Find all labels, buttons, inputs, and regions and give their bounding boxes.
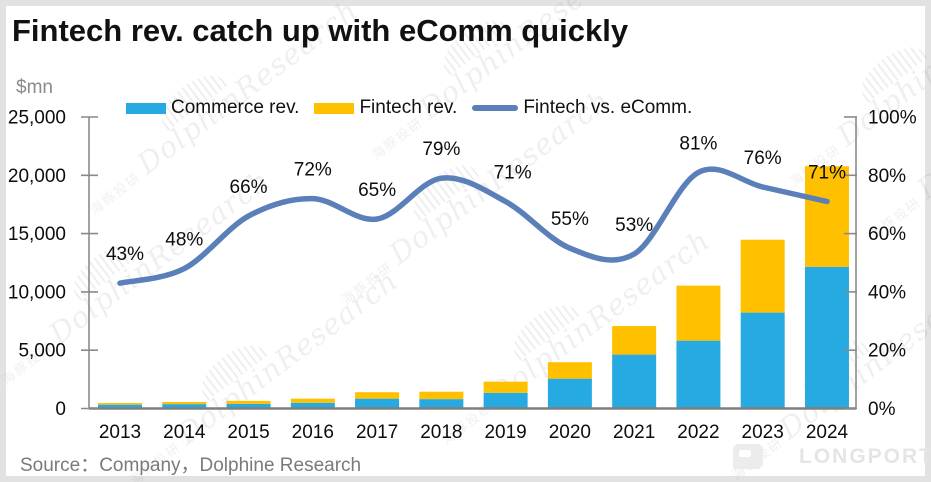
legend-item-commerce: Commerce rev. — [126, 97, 299, 119]
bar-fintech-2015 — [226, 400, 271, 404]
left-axis-label: 25,000 — [8, 108, 66, 129]
right-axis-label: 100% — [868, 108, 917, 129]
right-axis-label: 0% — [868, 399, 896, 420]
ratio-label-2020: 55% — [551, 209, 589, 230]
ratio-label-2019: 71% — [494, 163, 532, 184]
bar-fintech-2019 — [483, 381, 528, 393]
bar-commerce-2013 — [98, 404, 142, 409]
right-axis-label: 40% — [868, 282, 906, 303]
chart-title: Fintech rev. catch up with eComm quickly — [12, 13, 629, 48]
ratio-label-2022: 81% — [679, 133, 717, 154]
bar-commerce-2022 — [676, 340, 721, 409]
x-axis-label-2013: 2013 — [99, 422, 141, 443]
fintech-rev-swatch — [314, 102, 355, 114]
bar-fintech-2023 — [740, 239, 785, 313]
bar-commerce-2014 — [162, 404, 207, 409]
axis-unit-label: $mn — [16, 77, 53, 98]
x-axis-label-2019: 2019 — [484, 422, 526, 443]
commerce-rev-swatch — [126, 102, 166, 114]
longport-logo-text: LONGPORT — [799, 444, 931, 468]
right-axis-label: 20% — [868, 341, 906, 362]
bar-fintech-2018 — [419, 391, 464, 400]
bar-commerce-2021 — [612, 354, 657, 409]
ratio-line — [117, 166, 830, 286]
bar-fintech-2016 — [290, 398, 335, 403]
bar-commerce-2023 — [740, 312, 785, 409]
x-axis-label-2023: 2023 — [742, 422, 784, 443]
ratio-label-2014: 48% — [165, 230, 203, 251]
ratio-label-2023: 76% — [744, 148, 782, 169]
ratio-label-2016: 72% — [294, 160, 332, 181]
ratio-label-2021: 53% — [615, 215, 653, 236]
x-axis-label-2022: 2022 — [677, 422, 719, 443]
left-axis-label: 20,000 — [8, 166, 66, 187]
ratio-label-2013: 43% — [106, 244, 144, 265]
bar-fintech-2013 — [98, 403, 142, 405]
x-axis-label-2014: 2014 — [163, 422, 206, 443]
bar-fintech-2020 — [547, 362, 592, 379]
legend-label-commerce: Commerce rev. — [171, 97, 300, 118]
ratio-label-2024: 71% — [808, 163, 846, 184]
bar-commerce-2016 — [290, 402, 335, 409]
source-note: Source：Company，Dolphine Research — [20, 455, 362, 476]
bar-commerce-2018 — [419, 399, 464, 409]
right-axis-label: 60% — [868, 224, 906, 245]
ratio-label-2015: 66% — [230, 177, 268, 198]
longport-logo-icon — [733, 444, 763, 469]
ratio-label-2018: 79% — [422, 139, 460, 160]
legend-item-ratio: Fintech vs. eComm. — [472, 97, 692, 119]
ratio-line-swatch — [472, 105, 519, 111]
x-axis-label-2017: 2017 — [356, 422, 398, 443]
bar-commerce-2017 — [355, 398, 400, 409]
bar-fintech-2024 — [804, 166, 849, 267]
bar-commerce-2015 — [226, 403, 271, 409]
legend-item-fintech: Fintech rev. — [314, 97, 457, 119]
left-axis-label: 10,000 — [8, 282, 66, 303]
bar-fintech-2021 — [612, 326, 657, 355]
bar-fintech-2017 — [355, 392, 400, 399]
bar-fintech-2014 — [162, 402, 207, 405]
left-axis-label: 15,000 — [8, 224, 66, 245]
left-axis-label: 0 — [55, 399, 66, 420]
x-axis-label-2018: 2018 — [420, 422, 462, 443]
x-axis-label-2024: 2024 — [806, 422, 849, 443]
x-axis-label-2015: 2015 — [227, 422, 269, 443]
legend: Commerce rev. Fintech rev. Fintech vs. e… — [126, 97, 692, 119]
x-axis-label-2021: 2021 — [613, 422, 655, 443]
bar-commerce-2020 — [547, 378, 592, 409]
legend-label-fintech: Fintech rev. — [359, 97, 458, 118]
x-axis-label-2020: 2020 — [549, 422, 591, 443]
bar-commerce-2019 — [483, 392, 528, 409]
ratio-label-2017: 65% — [358, 180, 396, 201]
legend-label-ratio: Fintech vs. eComm. — [523, 97, 693, 118]
bar-fintech-2022 — [676, 285, 721, 341]
right-axis-label: 80% — [868, 166, 906, 187]
x-axis-label-2016: 2016 — [292, 422, 334, 443]
left-axis-label: 5,000 — [18, 341, 66, 362]
bar-commerce-2024 — [804, 266, 849, 409]
longport-logo: LONGPORT — [733, 444, 931, 469]
